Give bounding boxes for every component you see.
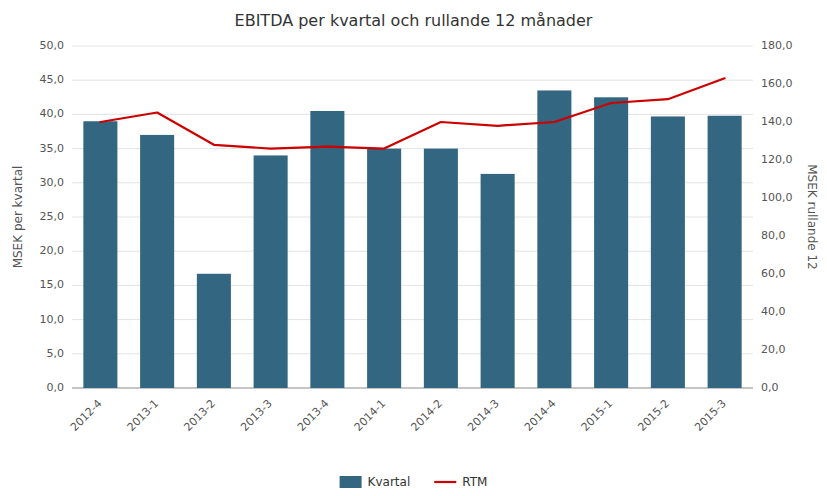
y2-tick-label: 40,0 [761, 305, 786, 318]
x-tick-label: 2014-4 [522, 397, 559, 434]
y-axis-label: MSEK per kvartal [11, 166, 25, 269]
bar [651, 116, 685, 388]
y2-tick-label: 60,0 [761, 267, 786, 280]
y2-tick-label: 120,0 [761, 153, 793, 166]
legend-item: Kvartal [340, 475, 411, 489]
y2-axis-label: MSEK rullande 12 [805, 164, 819, 270]
background [0, 0, 827, 496]
y2-tick-label: 100,0 [761, 191, 793, 204]
legend-label: RTM [462, 475, 487, 489]
y2-tick-label: 80,0 [761, 229, 786, 242]
y-axis: 0,0 5,0 10,0 15,0 20,0 25,0 30,0 35,0 40,0 45,0 50… [40, 39, 65, 394]
legend-swatch [340, 476, 362, 488]
y2-axis: 0,0 20,0 40,0 60,0 80,0 100,0 120,0 140,0 160,0 1… [761, 39, 793, 394]
plot-area [83, 78, 741, 388]
bar [140, 135, 174, 388]
legend-swatch [434, 481, 456, 483]
x-tick-label: 2013-1 [125, 397, 162, 434]
y2-tick-label: 0,0 [761, 381, 779, 394]
y2-tick-label: 140,0 [761, 115, 793, 128]
chart: 0,0 5,0 10,0 15,0 20,0 25,0 30,0 35,0 40,0 45,0 50… [0, 0, 827, 496]
x-tick-label: 2014-1 [352, 397, 389, 434]
x-tick-label: 2015-2 [635, 397, 672, 434]
y-tick-label: 15,0 [40, 278, 65, 291]
x-axis: 2012-4 2013-1 2013-2 2013-3 2013-4 2014-1 2014… [68, 397, 729, 434]
bar [83, 121, 117, 388]
y-tick-label: 0,0 [47, 381, 65, 394]
legend: Kvartal RTM [340, 475, 488, 489]
legend-item: RTM [434, 475, 487, 489]
x-tick-label: 2013-4 [295, 397, 332, 434]
x-tick-label: 2014-2 [408, 397, 445, 434]
y-tick-label: 30,0 [40, 176, 65, 189]
bar [310, 111, 344, 388]
bar [481, 174, 515, 388]
grid [72, 46, 753, 388]
legend-label: Kvartal [368, 475, 411, 489]
page: {"chart_data": { "type": "bar", "title":… [0, 0, 827, 496]
y-tick-label: 10,0 [40, 313, 65, 326]
x-tick-label: 2014-3 [465, 397, 502, 434]
y-tick-label: 20,0 [40, 244, 65, 257]
y2-tick-label: 20,0 [761, 343, 786, 356]
grid-line [72, 46, 753, 47]
x-tick-label: 2015-3 [692, 397, 729, 434]
bar [537, 90, 571, 388]
y-tick-label: 5,0 [47, 347, 65, 360]
x-tick-label: 2015-1 [579, 397, 616, 434]
bar [708, 116, 742, 388]
bar [367, 149, 401, 388]
y-tick-label: 35,0 [40, 142, 65, 155]
grid-line [72, 80, 753, 81]
bar [424, 149, 458, 388]
y-tick-label: 25,0 [40, 210, 65, 223]
title: EBITDA per kvartal och rullande 12 månad… [235, 11, 593, 30]
y-tick-label: 50,0 [40, 39, 65, 52]
x-tick-label: 2013-3 [238, 397, 275, 434]
y2-tick-label: 180,0 [761, 39, 793, 52]
y-tick-label: 45,0 [40, 73, 65, 86]
x-tick-label: 2013-2 [181, 397, 218, 434]
grid-line [72, 114, 753, 115]
line [100, 78, 724, 148]
bar [197, 274, 231, 388]
x-tick-label: 2012-4 [68, 397, 105, 434]
bar [594, 97, 628, 388]
bar [254, 155, 288, 388]
y2-tick-label: 160,0 [761, 77, 793, 90]
y-tick-label: 40,0 [40, 107, 65, 120]
